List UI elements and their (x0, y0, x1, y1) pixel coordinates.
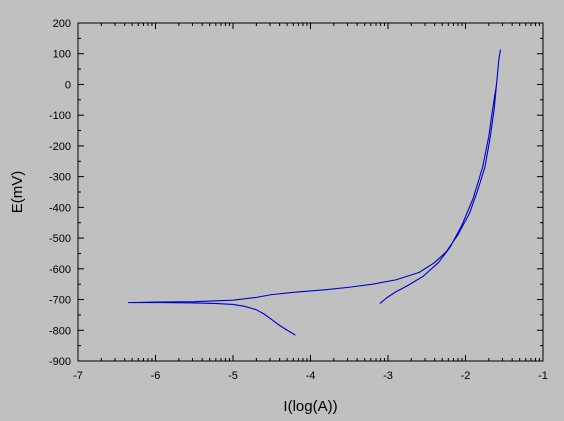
x-tick-label: -5 (228, 370, 238, 382)
series-line-0 (127, 49, 501, 336)
y-tick-label: 100 (53, 49, 71, 61)
y-tick-label: -200 (49, 141, 71, 153)
y-axis-title: E(mV) (9, 171, 26, 214)
y-tick-label: -500 (49, 233, 71, 245)
y-tick-label: -800 (49, 325, 71, 337)
x-tick-label: -3 (383, 370, 393, 382)
y-tick-label: -400 (49, 202, 71, 214)
y-tick-label: -700 (49, 295, 71, 307)
x-tick-label: -6 (151, 370, 161, 382)
y-tick-label: -600 (49, 264, 71, 276)
y-tick-label: -900 (49, 356, 71, 368)
x-axis-title: I(log(A)) (283, 398, 337, 415)
x-tick-label: -7 (73, 370, 83, 382)
x-tick-label: -4 (306, 370, 316, 382)
y-tick-label: 0 (65, 79, 71, 91)
x-tick-label: -2 (461, 370, 471, 382)
y-tick-label: -300 (49, 172, 71, 184)
x-tick-label: -1 (538, 370, 548, 382)
plot-frame (77, 22, 544, 362)
y-tick-label: 200 (53, 18, 71, 30)
y-tick-label: -100 (49, 110, 71, 122)
